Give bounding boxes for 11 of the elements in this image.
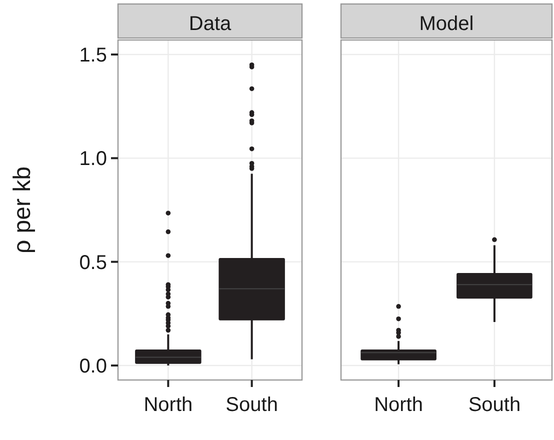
chart-title: Model	[419, 13, 474, 35]
x-tick-label: North	[374, 394, 423, 416]
chart-title: Data	[188, 13, 232, 35]
x-tick-label: South	[468, 394, 521, 416]
x-tick-label: South	[226, 394, 278, 416]
y-tick-label: 1.0	[79, 148, 107, 170]
y-axis-title: ρ per kb	[9, 166, 36, 254]
y-tick-label: 0.5	[79, 252, 107, 274]
y-tick-label: 0.0	[79, 355, 107, 378]
x-tick-label: North	[144, 394, 193, 416]
y-tick-label: 1.5	[79, 44, 107, 67]
